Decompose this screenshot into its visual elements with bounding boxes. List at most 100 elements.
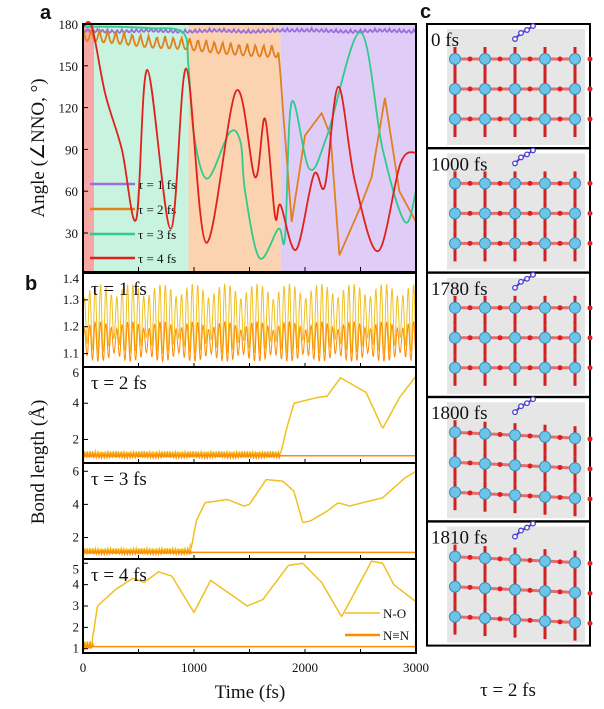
titanium-atom: [569, 237, 581, 250]
titanium-atom: [569, 301, 581, 314]
oxygen-atom: [557, 335, 563, 341]
shaded-region: [83, 24, 95, 272]
titanium-atom: [449, 610, 461, 623]
titanium-atom: [449, 207, 461, 220]
titanium-atom: [479, 331, 491, 344]
titanium-atom: [509, 583, 521, 596]
y-tick-label: 30: [65, 226, 78, 241]
legend-label: N≡N: [383, 628, 410, 643]
oxygen-atom: [557, 619, 563, 625]
oxygen-atom: [587, 116, 593, 122]
n2o-molecule: [514, 149, 534, 165]
titanium-atom: [569, 207, 581, 220]
titanium-atom: [539, 177, 551, 190]
x-axis-label: Time (fs): [215, 682, 286, 703]
legend-label: τ = 1 fs: [138, 177, 176, 192]
y-tick-label: 1.1: [63, 346, 79, 361]
oxygen-atom: [527, 365, 533, 371]
titanium-atom: [509, 553, 521, 566]
series-line-n-n: [82, 641, 416, 651]
snapshot-frame: 1810 fs: [426, 520, 593, 647]
frame-time-label: 1000 fs: [431, 154, 487, 175]
n2o-atom: [524, 400, 530, 407]
oxygen-atom: [557, 305, 563, 311]
n2o-atom: [530, 23, 536, 29]
n2o-molecule: [514, 25, 534, 40]
y-tick-label: 60: [65, 184, 78, 199]
series-line-n-n: [82, 548, 416, 557]
n2o-atom: [524, 151, 530, 158]
titanium-atom: [509, 429, 521, 442]
oxygen-atom: [527, 493, 533, 499]
titanium-atom: [509, 53, 521, 65]
titanium-atom: [449, 83, 461, 95]
series-line-n-n: [82, 451, 416, 461]
oxygen-atom: [497, 556, 503, 562]
titanium-atom: [539, 460, 551, 473]
titanium-atom: [509, 361, 521, 374]
x-tick-label: 0: [80, 660, 87, 675]
titanium-atom: [479, 113, 491, 125]
panel-b: 1.1 1.2 1.3 1.4 τ = 1 fs 2 4 6 τ = 2 fs 2 4 6 τ = 3 …: [63, 271, 429, 675]
titanium-atom: [479, 361, 491, 374]
oxygen-atom: [587, 365, 593, 371]
n2o-atom: [512, 36, 518, 42]
x-tick-label: 3000: [403, 660, 429, 675]
titanium-atom: [509, 331, 521, 344]
oxygen-atom: [497, 305, 503, 311]
n2o-atom: [518, 30, 524, 36]
titanium-atom: [479, 177, 491, 190]
titanium-atom: [449, 361, 461, 374]
oxygen-atom: [557, 494, 563, 500]
oxygen-atom: [557, 434, 563, 440]
oxygen-atom: [557, 240, 563, 246]
panel-a: τ = 1 fs τ = 2 fs τ = 3 fs τ = 4 fs 30 60 90 12…: [59, 17, 417, 273]
panel-label-b: b: [25, 273, 37, 295]
oxygen-atom: [587, 240, 593, 246]
panel-label-a: a: [40, 2, 52, 24]
oxygen-atom: [497, 491, 503, 497]
titanium-atom: [449, 301, 461, 314]
n2o-molecule: [514, 522, 534, 538]
titanium-atom: [449, 486, 461, 499]
oxygen-atom: [557, 559, 563, 565]
oxygen-atom: [587, 466, 593, 472]
snapshot-frame: 0 fs: [426, 23, 593, 149]
n2o-atom: [518, 403, 524, 410]
series-line-n-o: [82, 283, 417, 355]
y-tick-label: 5: [73, 561, 80, 576]
oxygen-atom: [467, 554, 473, 560]
titanium-atom: [449, 237, 461, 250]
n2o-atom: [524, 524, 530, 531]
titanium-atom: [449, 177, 461, 190]
y-tick-label: 2: [73, 529, 80, 544]
n2o-atom: [524, 27, 530, 33]
y-tick-label: 1.4: [63, 271, 80, 286]
y-tick-label: 120: [59, 101, 79, 116]
y-tick-label: 1.3: [63, 292, 79, 307]
oxygen-atom: [497, 431, 503, 437]
titanium-atom: [539, 490, 551, 503]
panel-label-c: c: [420, 1, 431, 23]
y-tick-label: 150: [59, 59, 79, 74]
oxygen-atom: [527, 557, 533, 563]
oxygen-atom: [557, 589, 563, 595]
oxygen-atom: [527, 240, 533, 246]
titanium-atom: [569, 361, 581, 374]
n2o-molecule: [514, 273, 534, 289]
oxygen-atom: [557, 116, 563, 122]
oxygen-atom: [467, 86, 473, 92]
oxygen-atom: [497, 56, 503, 62]
titanium-atom: [539, 361, 551, 374]
frame-time-label: 1800 fs: [431, 403, 487, 424]
titanium-atom: [479, 83, 491, 95]
titanium-atom: [449, 426, 461, 439]
oxygen-atom: [557, 365, 563, 371]
oxygen-atom: [467, 240, 473, 246]
titanium-atom: [539, 585, 551, 598]
frame-time-label: 1780 fs: [431, 279, 487, 300]
titanium-atom: [479, 427, 491, 440]
titanium-atom: [539, 615, 551, 628]
y-tick-label: 4: [73, 496, 80, 511]
